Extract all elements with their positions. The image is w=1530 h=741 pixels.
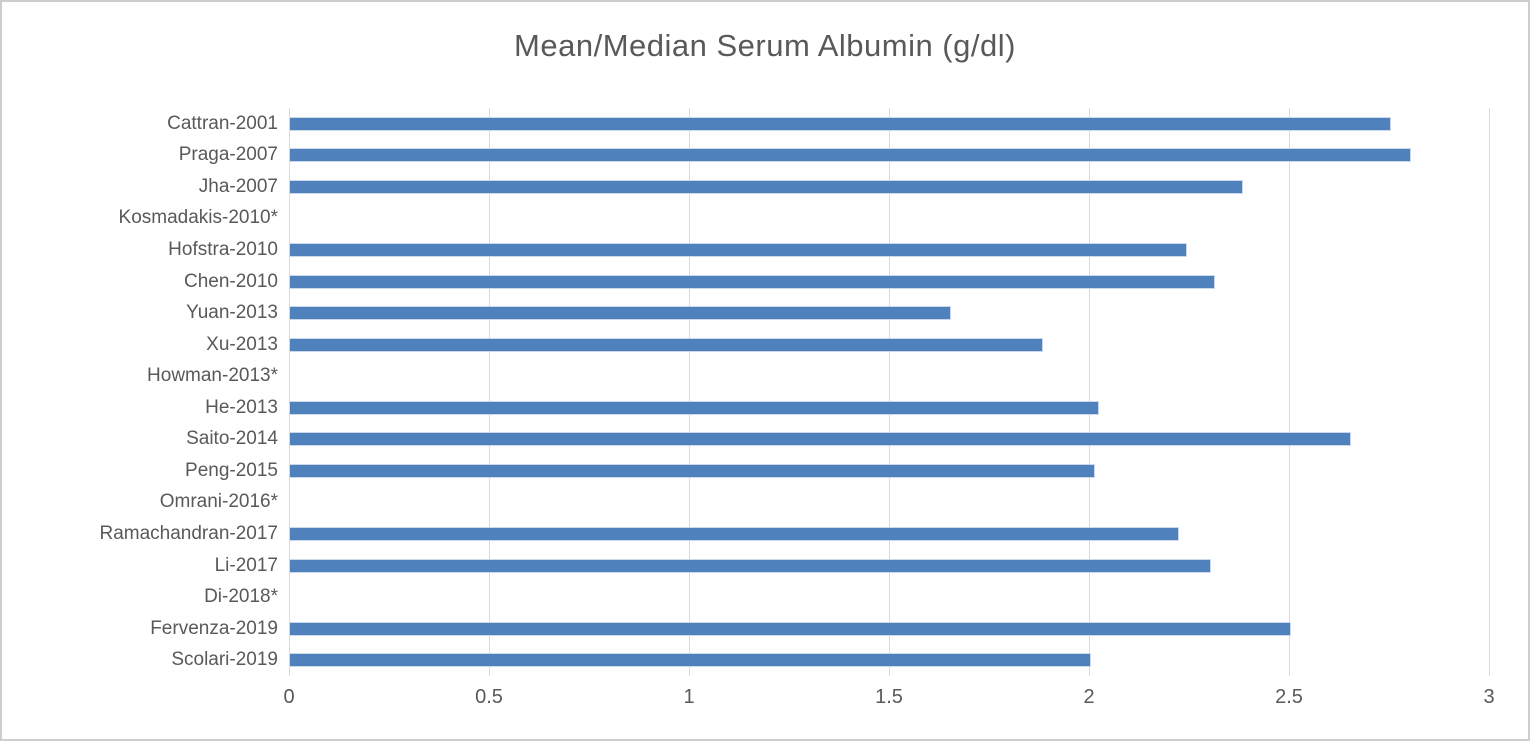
- x-tick-label-0: 0: [283, 686, 295, 708]
- category-label-jha-2007: Jha-2007: [198, 175, 278, 197]
- x-tick-label-1.5: 1.5: [875, 686, 903, 708]
- category-label-kosmadakis-2010-: Kosmadakis-2010*: [118, 207, 278, 229]
- category-label-chen-2010: Chen-2010: [183, 270, 278, 292]
- x-tick-label-1: 1: [683, 686, 695, 708]
- gridline-x-3: [1489, 108, 1490, 676]
- category-label-howman-2013-: Howman-2013*: [147, 365, 278, 387]
- bar-xu-2013: [289, 337, 1043, 352]
- gridline-x-1: [689, 108, 690, 676]
- bar-chen-2010: [289, 274, 1215, 289]
- bar-he-2013: [289, 400, 1099, 415]
- x-tick-label-2: 2: [1083, 686, 1095, 708]
- bar-peng-2015: [289, 463, 1095, 478]
- x-tick-label-3: 3: [1483, 686, 1495, 708]
- category-label-praga-2007: Praga-2007: [178, 144, 278, 166]
- gridline-x-0: [289, 108, 290, 676]
- category-label-hofstra-2010: Hofstra-2010: [168, 238, 278, 260]
- bar-li-2017: [289, 558, 1211, 573]
- category-label-li-2017: Li-2017: [214, 554, 278, 576]
- gridline-x-1.5: [889, 108, 890, 676]
- category-label-fervenza-2019: Fervenza-2019: [150, 617, 278, 639]
- gridline-x-2.5: [1289, 108, 1290, 676]
- bar-fervenza-2019: [289, 621, 1291, 636]
- category-label-ramachandran-2017: Ramachandran-2017: [99, 522, 278, 544]
- category-label-yuan-2013: Yuan-2013: [186, 302, 278, 324]
- bar-hofstra-2010: [289, 243, 1187, 257]
- category-label-saito-2014: Saito-2014: [186, 428, 278, 450]
- bar-saito-2014: [289, 432, 1351, 447]
- x-tick-label-0.5: 0.5: [475, 686, 503, 708]
- bar-cattran-2001: [289, 116, 1391, 131]
- gridline-x-2: [1089, 108, 1090, 676]
- gridline-x-0.5: [489, 108, 490, 676]
- category-label-omrani-2016-: Omrani-2016*: [159, 491, 278, 513]
- chart-title: Mean/Median Serum Albumin (g/dl): [514, 28, 1016, 63]
- category-label-cattran-2001: Cattran-2001: [167, 112, 278, 134]
- category-label-di-2018-: Di-2018*: [204, 586, 278, 608]
- bar-yuan-2013: [289, 306, 951, 321]
- category-label-peng-2015: Peng-2015: [185, 459, 278, 481]
- x-tick-label-2.5: 2.5: [1275, 686, 1303, 708]
- category-label-he-2013: He-2013: [205, 396, 278, 418]
- category-label-scolari-2019: Scolari-2019: [171, 649, 278, 671]
- bar-jha-2007: [289, 179, 1243, 194]
- bar-scolari-2019: [289, 653, 1091, 668]
- bar-ramachandran-2017: [289, 527, 1179, 541]
- bar-praga-2007: [289, 148, 1411, 163]
- category-label-xu-2013: Xu-2013: [206, 333, 278, 355]
